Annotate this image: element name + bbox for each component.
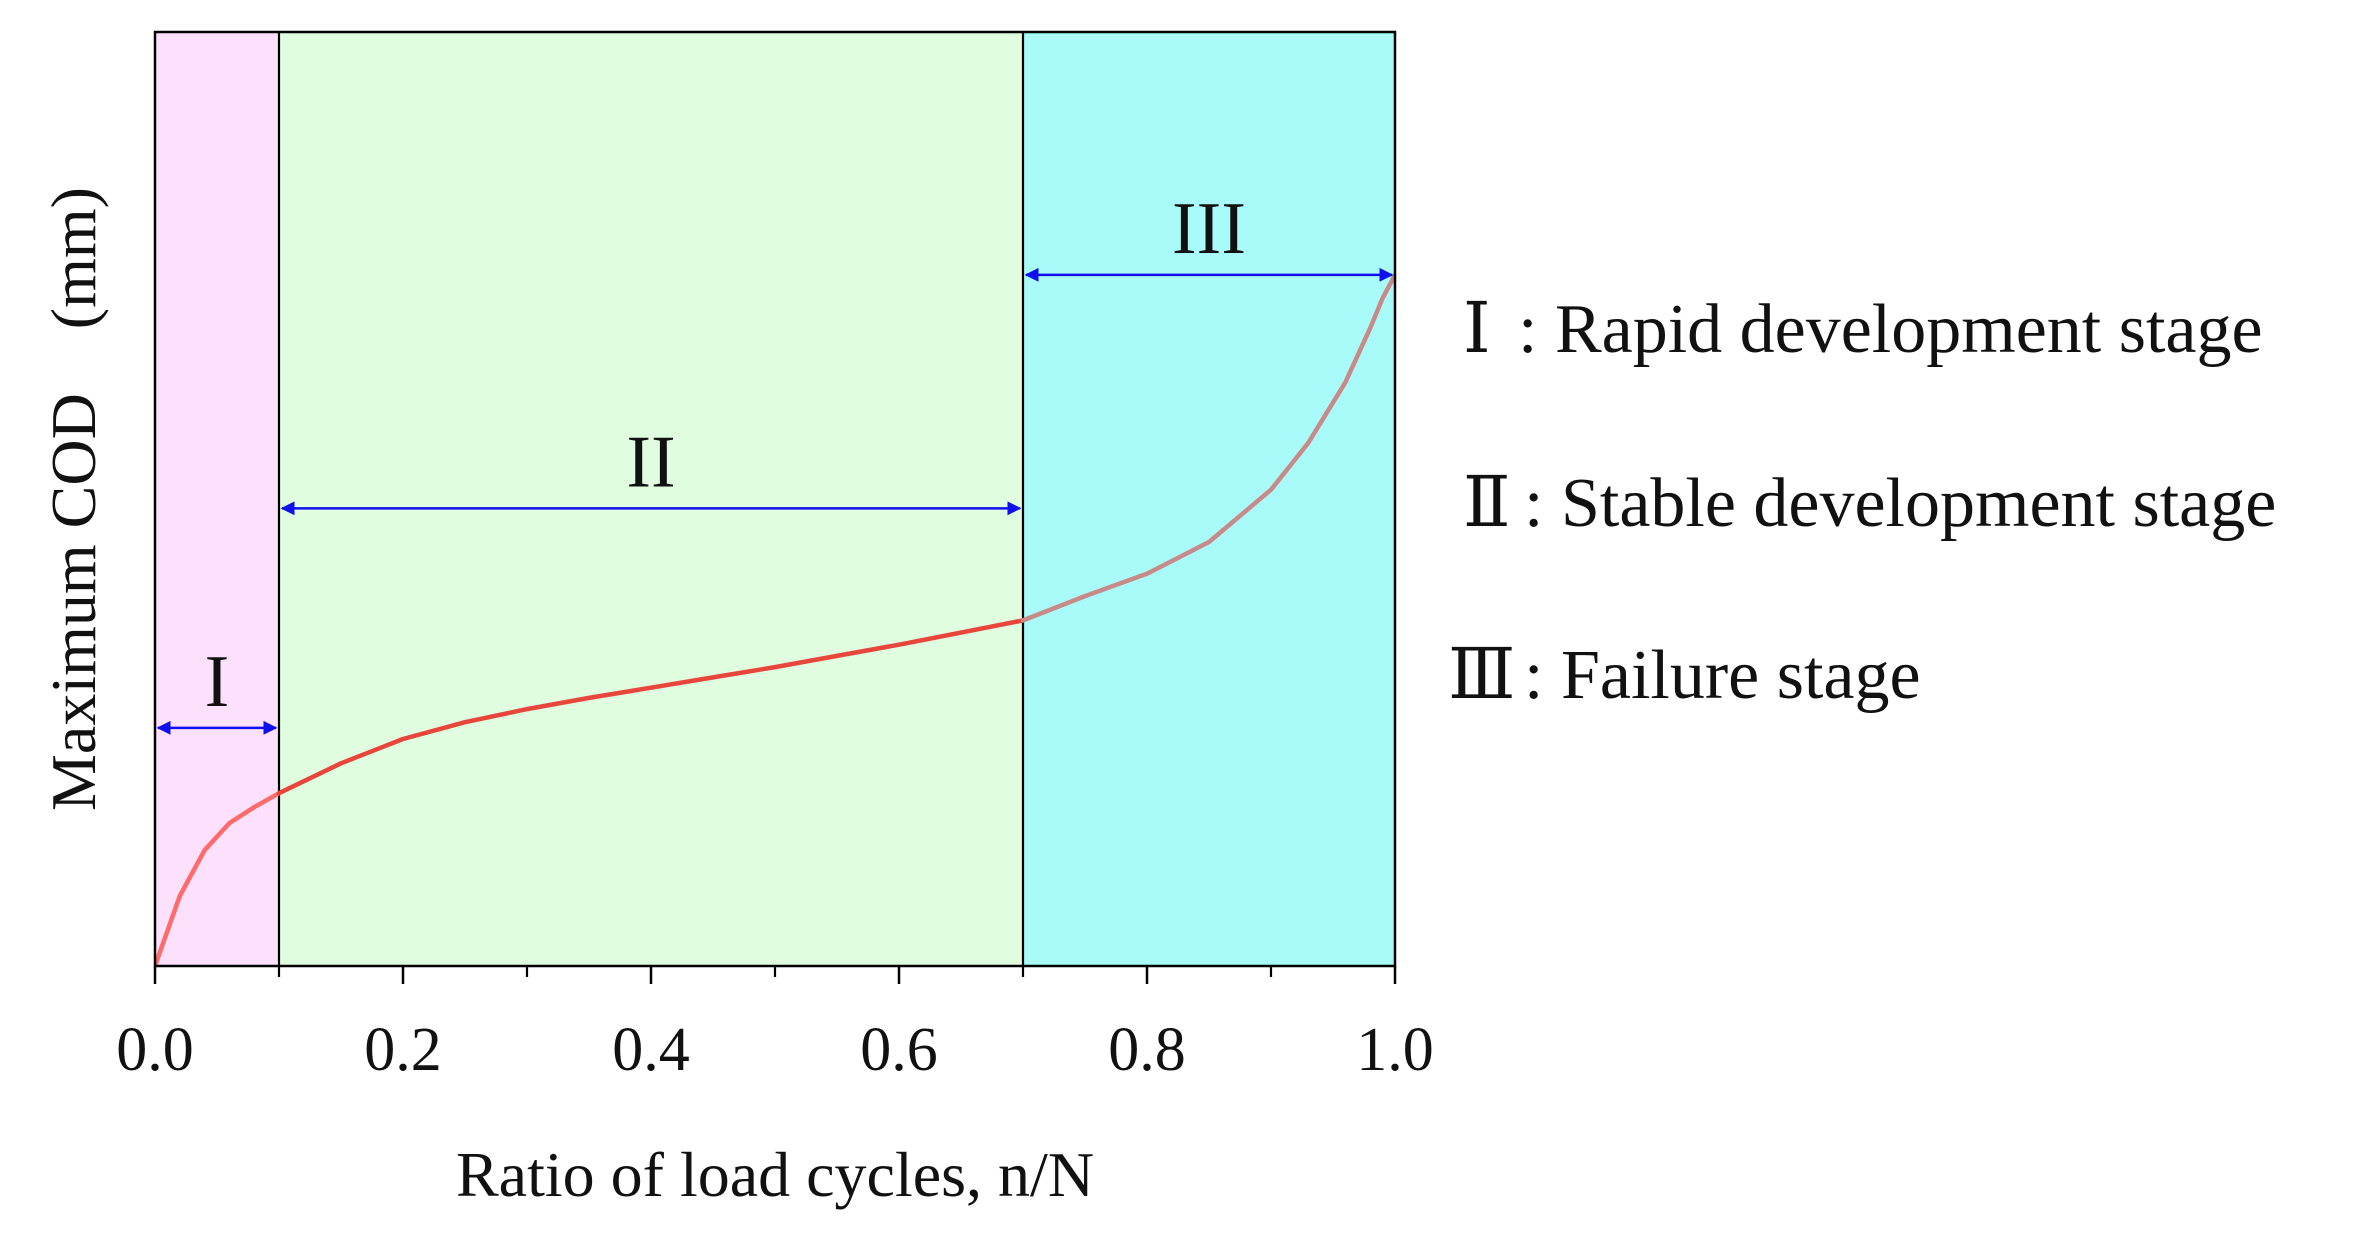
x-tick-label: 0.6 bbox=[860, 1016, 938, 1084]
x-tick-label: 0.8 bbox=[1108, 1016, 1186, 1084]
stage-region-3 bbox=[1023, 32, 1395, 966]
legend-text-1: : Rapid development stage bbox=[1518, 291, 2263, 368]
cod-curve-segment-1 bbox=[155, 790, 282, 966]
x-axis-title: Ratio of load cycles, n/N bbox=[456, 1139, 1094, 1210]
stage-region-1 bbox=[155, 32, 279, 966]
x-tick-label: 1.0 bbox=[1356, 1016, 1434, 1084]
stage-regions bbox=[155, 32, 1395, 966]
cod-curve-segment-2 bbox=[276, 618, 1026, 796]
stage-label-3: III bbox=[1172, 188, 1246, 270]
legend-numeral-2: Ⅱ bbox=[1463, 465, 1511, 542]
legend-numeral-1: Ⅰ bbox=[1463, 291, 1491, 368]
x-axis: 0.0 0.2 0.4 0.6 0.8 1.0 bbox=[116, 966, 1434, 1084]
stage-label-1: I bbox=[205, 641, 230, 723]
stage-label-2: II bbox=[626, 421, 675, 503]
stage-dividers bbox=[277, 32, 1025, 966]
legend-text-2: : Stable development stage bbox=[1524, 465, 2276, 542]
cod-curve-segment-3 bbox=[1020, 272, 1395, 623]
legend-text-3: : Failure stage bbox=[1524, 637, 1921, 714]
stage-arrows bbox=[156, 267, 1394, 735]
stage-region-2 bbox=[279, 32, 1023, 966]
x-tick-label: 0.4 bbox=[612, 1016, 690, 1084]
y-axis-title: Maximum COD (mm) bbox=[38, 187, 109, 811]
x-tick-label: 0.2 bbox=[364, 1016, 442, 1084]
curve-layer bbox=[155, 272, 1395, 966]
stage-legend: Ⅰ : Rapid development stage Ⅱ: Stable deve… bbox=[1448, 291, 2276, 714]
x-tick-label: 0.0 bbox=[116, 1016, 194, 1084]
legend-numeral-3: Ⅲ bbox=[1448, 637, 1516, 714]
